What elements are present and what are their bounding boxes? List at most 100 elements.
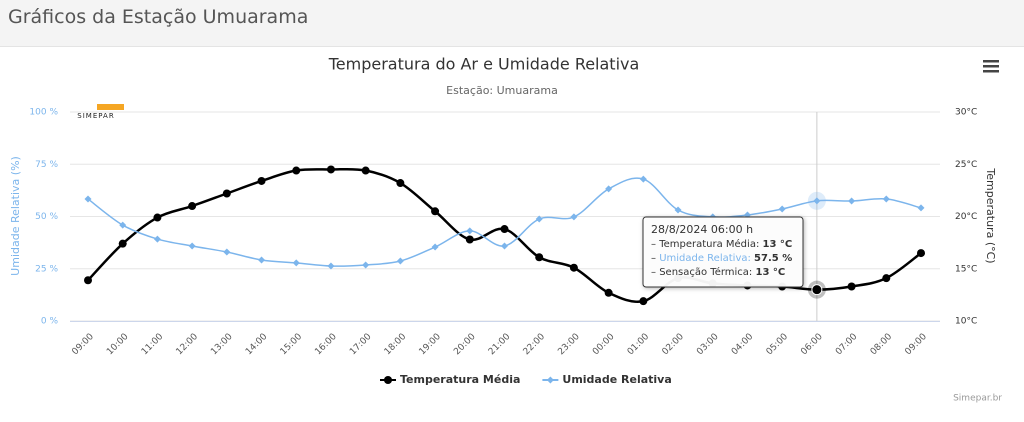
- y-axis-title: Umidade Relativa (%): [9, 156, 22, 276]
- tooltip-value: 57.5 %: [754, 253, 792, 264]
- x-tick-label: 02:00: [661, 332, 687, 358]
- marker: [362, 261, 370, 269]
- x-tick-label: 09:00: [903, 332, 929, 358]
- tooltip-box: [642, 216, 804, 288]
- logo: SIMEPAR: [77, 104, 124, 120]
- marker: [258, 256, 266, 264]
- tooltip-value: 13 °C: [763, 239, 793, 250]
- marker: [535, 215, 543, 223]
- marker: [917, 249, 925, 258]
- x-tick-label: 21:00: [487, 332, 513, 358]
- marker: [882, 274, 891, 283]
- marker: [84, 276, 92, 285]
- tooltip-line: – Temperatura Média: 13 °C: [651, 238, 792, 250]
- marker: [848, 197, 856, 205]
- marker: [882, 195, 890, 203]
- marker: [569, 263, 578, 272]
- marker: [501, 242, 508, 250]
- tooltip-title: 28/8/2024 06:00 h: [651, 223, 753, 236]
- marker: [674, 206, 682, 214]
- x-tick-label: 00:00: [591, 332, 617, 358]
- marker: [639, 175, 647, 183]
- marker: [361, 166, 370, 175]
- legend-label: Temperatura Média: [400, 373, 520, 386]
- marker: [847, 282, 856, 291]
- menu-button[interactable]: [983, 60, 999, 73]
- legend-marker: [546, 376, 554, 384]
- marker: [188, 202, 197, 211]
- tooltip-label: Sensação Térmica:: [659, 266, 752, 278]
- x-tick-label: 13:00: [209, 332, 235, 358]
- x-tick-label: 09:00: [70, 332, 96, 358]
- y2-tick-label: 30°C: [955, 108, 977, 118]
- legend-marker: [384, 376, 392, 384]
- credit: Simepar.br: [953, 394, 1002, 404]
- chart-subtitle: Estação: Umuarama: [446, 84, 558, 97]
- y-tick-label: 25 %: [35, 264, 58, 274]
- y-tick-label: 100 %: [29, 108, 58, 118]
- y-tick-label: 50 %: [35, 212, 58, 222]
- x-tick-label: 03:00: [695, 332, 721, 358]
- y2-tick-label: 20°C: [955, 212, 977, 222]
- marker: [292, 259, 300, 267]
- legend-item[interactable]: Temperatura Média: [380, 373, 520, 386]
- y2-tick-label: 25°C: [955, 160, 977, 170]
- y-tick-label: 75 %: [35, 160, 58, 170]
- marker: [326, 165, 335, 174]
- x-tick-label: 17:00: [348, 332, 374, 358]
- x-tick-label: 15:00: [279, 332, 305, 358]
- y2-axis-title: Temperatura (°C): [984, 167, 997, 263]
- marker: [118, 239, 127, 248]
- x-tick-label: 14:00: [244, 332, 270, 358]
- marker: [119, 221, 127, 229]
- legend-label: Umidade Relativa: [562, 373, 671, 386]
- y-tick-label: 0 %: [41, 317, 59, 327]
- tooltip: 28/8/2024 06:00 h – Temperatura Média: 13…: [642, 216, 804, 288]
- x-tick-label: 18:00: [383, 332, 409, 358]
- marker: [466, 227, 474, 235]
- x-tick-label: 07:00: [834, 332, 860, 358]
- marker: [535, 253, 544, 262]
- marker: [396, 179, 405, 188]
- logo-text: SIMEPAR: [77, 112, 114, 120]
- x-tick-label: 04:00: [730, 332, 756, 358]
- x-tick-label: 19:00: [418, 332, 444, 358]
- tooltip-line: – Sensação Térmica: 13 °C: [651, 266, 785, 278]
- x-tick-label: 05:00: [765, 332, 791, 358]
- marker: [639, 297, 648, 306]
- marker: [813, 197, 821, 205]
- x-tick-label: 06:00: [799, 332, 825, 358]
- x-tick-label: 22:00: [522, 332, 548, 358]
- marker: [84, 195, 92, 203]
- tooltip-label: Umidade Relativa:: [659, 253, 751, 264]
- marker: [604, 288, 613, 297]
- marker: [396, 257, 404, 265]
- marker: [292, 166, 301, 175]
- marker: [431, 207, 440, 216]
- legend-item[interactable]: Umidade Relativa: [542, 373, 672, 386]
- marker: [327, 262, 335, 270]
- tooltip-label: Temperatura Média:: [658, 238, 759, 250]
- chart: Temperatura do Ar e Umidade Relativa Est…: [9, 55, 1002, 404]
- marker: [153, 213, 162, 222]
- x-tick-label: 01:00: [626, 332, 652, 358]
- y2-tick-label: 15°C: [955, 264, 977, 274]
- marker: [431, 243, 439, 251]
- marker: [570, 213, 578, 221]
- x-tick-label: 20:00: [452, 332, 478, 358]
- marker: [605, 185, 613, 193]
- marker: [223, 248, 231, 256]
- x-tick-label: 12:00: [175, 332, 201, 358]
- marker: [811, 284, 823, 296]
- x-tick-label: 16:00: [313, 332, 339, 358]
- x-tick-label: 08:00: [869, 332, 895, 358]
- marker: [465, 235, 474, 244]
- marker: [778, 205, 786, 213]
- marker: [188, 242, 196, 250]
- marker: [222, 189, 231, 198]
- marker: [153, 235, 161, 243]
- marker: [500, 225, 509, 234]
- page-title: Gráficos da Estação Umuarama: [8, 6, 309, 28]
- marker: [917, 204, 925, 212]
